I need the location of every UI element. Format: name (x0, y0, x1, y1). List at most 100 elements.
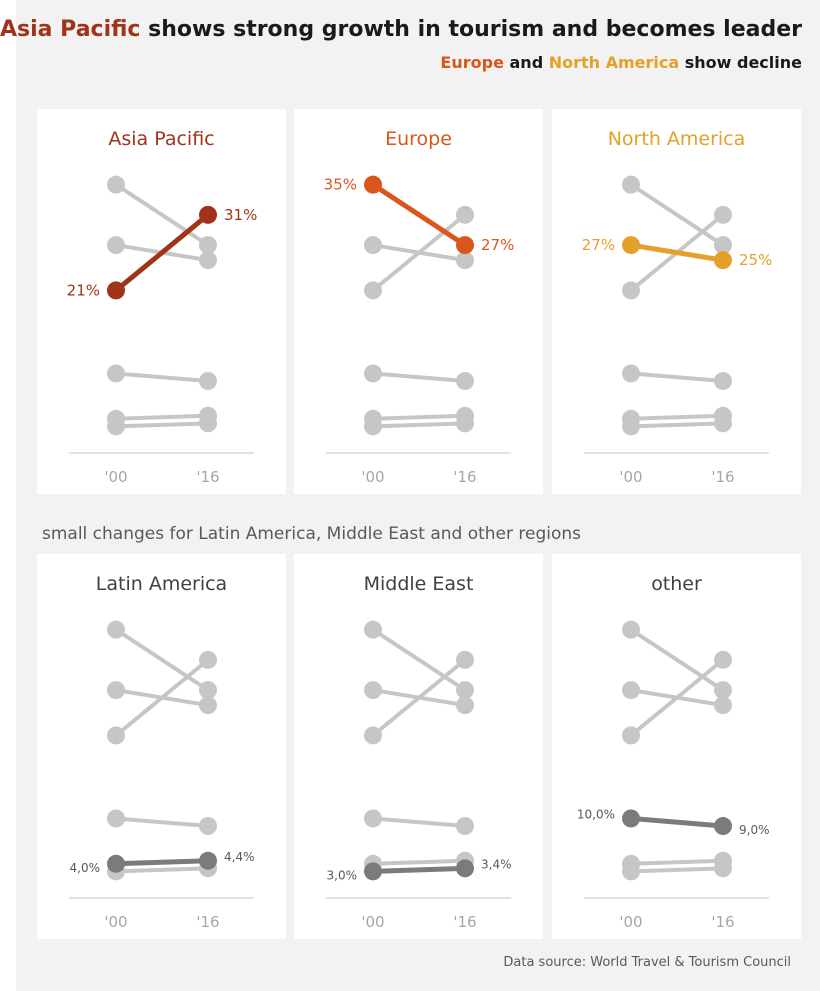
data-label-other-00: 10,0% (577, 807, 615, 821)
series-point-europe-16 (199, 236, 217, 255)
highlight-point-latin-america-00 (107, 854, 125, 873)
subtitle-and: and (503, 53, 549, 72)
series-line-other (114, 816, 210, 829)
panel-latin-america: Latin America '00 '16 4,0% 4,4% (37, 554, 286, 939)
panel-europe: Europe '00 '16 35% 27% (294, 109, 543, 494)
x-tick-label: '00 (361, 913, 384, 931)
panel-chart-latin-america: Latin America '00 '16 4,0% 4,4% (69, 573, 255, 931)
panel-title-latin-america: Latin America (96, 573, 227, 595)
series-point-europe-00 (622, 175, 640, 194)
series-point-middle-east-16 (199, 414, 217, 433)
series-point-other-00 (107, 809, 125, 828)
x-tick-label: '16 (711, 468, 734, 486)
series-point-other-16 (456, 372, 474, 391)
x-tick-label: '00 (361, 468, 384, 486)
series-point-north-america-16 (456, 696, 474, 715)
series-point-europe-16 (714, 681, 732, 700)
series-point-north-america-16 (456, 251, 474, 270)
series-line-latin-america (371, 858, 467, 866)
highlight-line-middle-east (370, 865, 468, 874)
series-point-europe-16 (199, 681, 217, 700)
highlight-point-middle-east-00 (364, 862, 382, 881)
data-label-asia-pacific-00: 21% (67, 281, 100, 299)
data-label-middle-east-16: 3,4% (481, 857, 512, 871)
series-point-north-america-00 (364, 236, 382, 255)
series-point-other-16 (199, 372, 217, 391)
data-label-europe-00: 35% (324, 176, 357, 194)
series-point-north-america-00 (364, 681, 382, 700)
data-label-latin-america-00: 4,0% (70, 861, 101, 875)
series-point-europe-00 (107, 620, 125, 639)
highlight-point-asia-pacific-16 (199, 205, 217, 224)
x-tick-label: '00 (104, 913, 127, 931)
panel-chart-asia-pacific: Asia Pacific '00 '16 21% 31% (67, 128, 258, 486)
series-point-other-00 (364, 809, 382, 828)
series-point-middle-east-00 (107, 417, 125, 436)
chart-title: Asia Pacific shows strong growth in tour… (0, 17, 802, 42)
series-line-north-america (629, 688, 725, 708)
series-point-other-00 (107, 364, 125, 383)
series-line-other (114, 371, 210, 384)
series-point-asia-pacific-00 (622, 281, 640, 300)
series-point-asia-pacific-00 (107, 726, 125, 745)
series-point-europe-00 (364, 620, 382, 639)
series-point-north-america-16 (714, 696, 732, 715)
panel-title-europe: Europe (385, 128, 452, 150)
subtitle-europe: Europe (440, 53, 504, 72)
series-point-asia-pacific-16 (456, 205, 474, 224)
highlight-point-other-00 (622, 809, 640, 828)
series-point-europe-00 (107, 175, 125, 194)
series-point-north-america-16 (199, 696, 217, 715)
panel-asia-pacific: Asia Pacific '00 '16 21% 31% (37, 109, 286, 494)
panel-title-other: other (651, 573, 702, 595)
subtitle-rest: show decline (679, 53, 802, 72)
series-line-europe (629, 182, 725, 248)
series-point-asia-pacific-16 (456, 650, 474, 669)
panel-north-america: North America '00 '16 27% 25% (552, 109, 801, 494)
data-label-latin-america-16: 4,4% (224, 850, 255, 864)
series-point-middle-east-00 (622, 417, 640, 436)
panel-chart-europe: Europe '00 '16 35% 27% (324, 128, 515, 486)
data-label-other-16: 9,0% (739, 823, 770, 837)
highlight-point-middle-east-16 (456, 859, 474, 878)
panel-middle-east: Middle East '00 '16 3,0% 3,4% (294, 554, 543, 939)
series-line-north-america (371, 688, 467, 708)
highlight-point-europe-16 (456, 236, 474, 255)
title-rest: shows strong growth in tourism and becom… (140, 17, 802, 42)
panel-other: other '00 '16 10,0% 9,0% (552, 554, 801, 939)
series-point-other-00 (364, 364, 382, 383)
series-point-middle-east-00 (622, 862, 640, 881)
series-point-north-america-00 (622, 681, 640, 700)
panel-title-asia-pacific: Asia Pacific (108, 128, 214, 150)
series-line-latin-america (371, 413, 467, 421)
series-point-asia-pacific-00 (364, 726, 382, 745)
series-line-middle-east (114, 866, 210, 874)
series-point-asia-pacific-16 (714, 650, 732, 669)
series-point-middle-east-16 (714, 859, 732, 878)
data-label-north-america-16: 25% (739, 251, 772, 269)
highlight-point-other-16 (714, 817, 732, 836)
series-point-other-16 (714, 372, 732, 391)
series-point-asia-pacific-00 (622, 726, 640, 745)
series-line-north-america (114, 688, 210, 708)
series-point-north-america-00 (107, 236, 125, 255)
series-point-other-16 (456, 817, 474, 836)
series-point-other-16 (199, 817, 217, 836)
highlight-line-asia-pacific (113, 212, 211, 293)
x-tick-label: '00 (619, 468, 642, 486)
panel-title-north-america: North America (608, 128, 746, 150)
series-line-middle-east (629, 866, 725, 874)
x-tick-label: '16 (711, 913, 734, 931)
series-point-asia-pacific-16 (714, 205, 732, 224)
x-tick-label: '16 (453, 913, 476, 931)
series-point-other-00 (622, 364, 640, 383)
series-line-europe (629, 627, 725, 693)
panel-chart-middle-east: Middle East '00 '16 3,0% 3,4% (326, 573, 512, 931)
x-tick-label: '16 (196, 913, 219, 931)
highlight-point-north-america-00 (622, 236, 640, 255)
title-highlight: Asia Pacific (0, 17, 141, 42)
highlight-point-europe-00 (364, 175, 382, 194)
series-line-latin-america (629, 413, 725, 421)
highlight-line-north-america (628, 242, 726, 263)
